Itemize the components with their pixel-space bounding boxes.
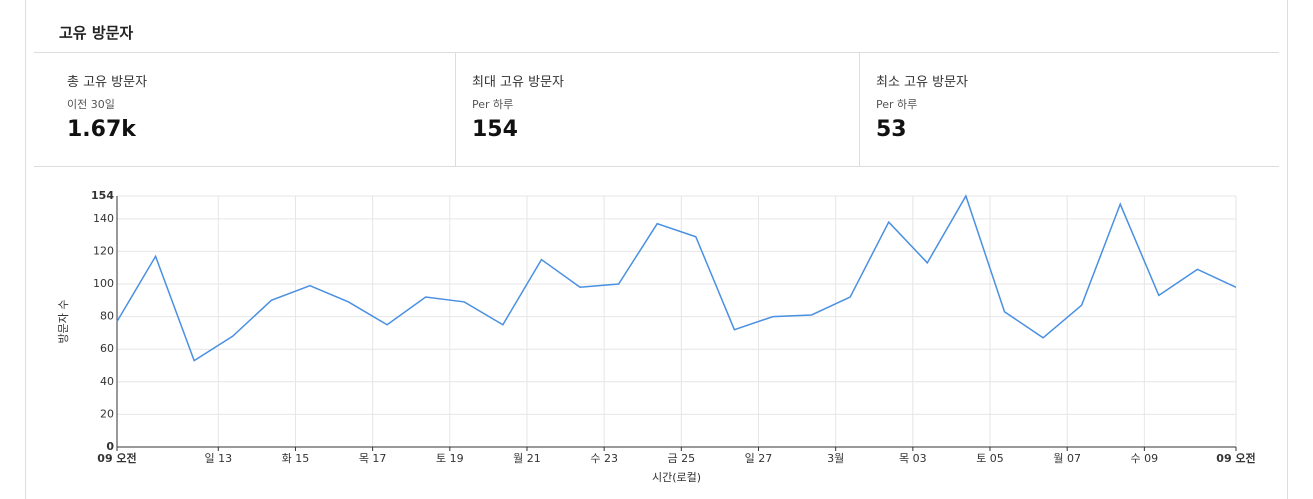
x-tick-label: 화 15: [282, 452, 310, 465]
y-tick-label: 0: [106, 440, 114, 453]
x-tick-label: 일 27: [745, 451, 773, 465]
y-tick-label: 154: [91, 189, 114, 202]
x-tick-label: 월 21: [513, 452, 541, 465]
y-tick-label: 140: [93, 212, 114, 225]
stat-label: 총 고유 방문자: [67, 75, 148, 90]
panel: 고유 방문자 총 고유 방문자 이전 30일 1.67k 최대 고유 방문자 P…: [25, 0, 1288, 499]
divider: [34, 52, 1279, 53]
x-tick-label: 금 25: [668, 452, 696, 465]
y-tick-label: 120: [93, 244, 114, 257]
stat: 총 고유 방문자 이전 30일 1.67k: [34, 53, 456, 166]
stat: 최소 고유 방문자 Per 하루 53: [860, 53, 1280, 166]
stat-value: 1.67k: [67, 117, 136, 142]
panel-title: 고유 방문자: [59, 24, 134, 42]
stat-value: 53: [876, 117, 907, 142]
y-tick-label: 80: [100, 310, 114, 323]
y-axis-label: 방문자 수: [57, 300, 70, 344]
y-tick-label: 40: [100, 375, 114, 388]
x-tick-label: 목 17: [359, 452, 387, 465]
x-axis-label: 시간(로컬): [652, 471, 701, 484]
stat-sub: Per 하루: [472, 98, 514, 111]
stat-value: 154: [472, 117, 518, 142]
x-tick-label: 목 03: [899, 452, 927, 465]
x-tick-label: 수 23: [590, 452, 618, 465]
stat-label: 최대 고유 방문자: [472, 75, 564, 90]
x-tick-label: 토 19: [436, 452, 464, 465]
stat-label: 최소 고유 방문자: [876, 75, 968, 90]
divider: [34, 166, 1279, 167]
y-tick-label: 60: [100, 342, 114, 355]
y-tick-label: 20: [100, 407, 114, 420]
x-tick-label: 일 13: [204, 451, 232, 465]
line-series: [116, 194, 1237, 362]
y-tick-label: 100: [93, 277, 114, 290]
x-tick-label: 수 09: [1131, 452, 1159, 465]
stat: 최대 고유 방문자 Per 하루 154: [456, 53, 860, 166]
x-tick-label: 09 오전: [1216, 451, 1255, 465]
x-tick-label: 09 오전: [97, 451, 136, 465]
x-tick-label: 3월: [827, 452, 844, 465]
x-tick-label: 토 05: [976, 452, 1004, 465]
stat-sub: Per 하루: [876, 98, 918, 111]
x-tick-label: 월 07: [1053, 452, 1081, 465]
stat-sub: 이전 30일: [67, 98, 115, 111]
